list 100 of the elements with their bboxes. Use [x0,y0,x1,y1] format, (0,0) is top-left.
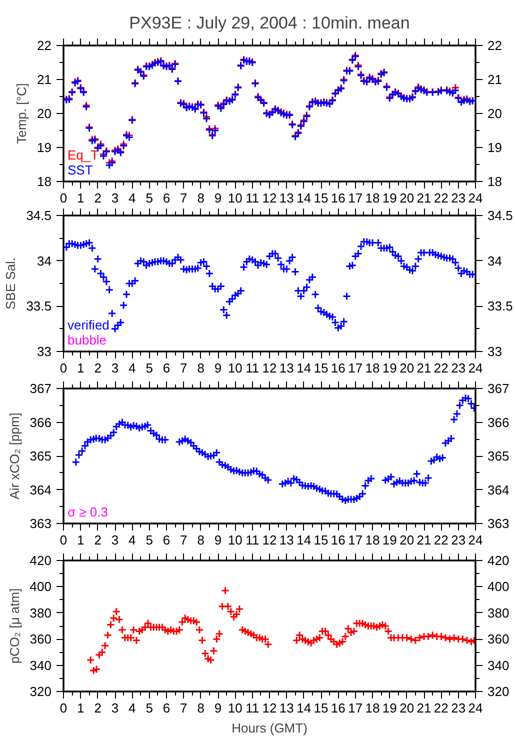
y-tick-label: 18 [37,174,52,189]
x-tick-label: 8 [197,360,204,376]
x-tick-label: 23 [451,532,466,548]
x-tick-label: 17 [348,360,363,376]
x-tick-label: 10 [228,360,242,376]
annotation: σ ≥ 0.3 [68,504,108,520]
y-tick-label: 400 [30,579,52,594]
y2-tick-label: 21 [488,72,502,87]
x-tick-label: 20 [400,700,414,716]
y-axis-title: SBE Sal. [3,257,18,310]
x-tick-label: 13 [279,360,294,376]
y-tick-label: 363 [30,516,52,531]
x-tick-label: 7 [180,700,188,716]
x-tick-label: 11 [246,190,260,206]
x-tick-label: 21 [416,700,432,716]
x-tick-label: 20 [400,532,414,548]
x-tick-label: 3 [111,360,119,376]
y2-tick-label: 360 [488,632,510,647]
x-tick-label: 2 [94,360,102,376]
x-tick-label: 17 [348,700,363,716]
x-tick-label: 16 [330,700,346,716]
x-tick-label: 12 [262,360,277,376]
x-tick-label: 0 [60,700,68,716]
x-tick-label: 2 [94,190,102,206]
y2-tick-label: 320 [488,684,510,699]
x-tick-label: 14 [296,700,312,716]
x-tick-label: 3 [111,532,119,548]
x-tick-label: 4 [128,360,136,376]
x-tick-label: 5 [146,532,153,548]
x-tick-label: 5 [146,700,153,716]
y2-tick-label: 420 [488,553,510,568]
y2-tick-label: 34 [488,253,502,268]
x-tick-label: 5 [146,190,153,206]
x-tick-label: 21 [416,532,432,548]
y2-tick-label: 19 [488,140,502,155]
x-tick-label: 18 [365,190,380,206]
x-tick-label: 19 [382,360,397,376]
x-tick-label: 21 [416,360,432,376]
y2-tick-label: 34.5 [488,208,513,223]
x-tick-label: 16 [330,360,346,376]
x-tick-label: 20 [400,360,414,376]
x-tick-label: 14 [296,360,312,376]
x-tick-label: 3 [111,700,119,716]
y2-tick-label: 20 [488,106,502,121]
x-tick-label: 2 [94,532,102,548]
x-tick-label: 4 [128,190,136,206]
x-tick-label: 23 [451,360,466,376]
x-tick-label: 9 [214,700,222,716]
x-tick-label: 16 [330,190,346,206]
x-tick-label: 7 [180,360,188,376]
x-tick-label: 12 [262,190,277,206]
legend-label: bubble [68,332,107,348]
x-tick-label: 0 [60,190,68,206]
x-tick-label: 23 [451,190,466,206]
x-tick-label: 21 [416,190,432,206]
chart-title: PX93E : July 29, 2004 : 10min. mean [129,14,410,32]
series-label: SST [68,162,93,178]
y2-tick-label: 22 [488,38,502,53]
x-tick-label: 10 [228,190,242,206]
x-tick-label: 6 [162,190,170,206]
x-tick-label: 18 [365,700,380,716]
x-tick-label: 11 [246,360,260,376]
y-tick-label: 33 [37,344,52,359]
y-tick-label: 340 [30,658,52,673]
y-axis-title: Temp. [°C] [14,83,30,144]
x-tick-label: 1 [77,700,84,716]
x-tick-label: 22 [434,532,448,548]
y2-tick-label: 380 [488,605,510,620]
y2-tick-label: 366 [488,414,510,430]
x-tick-label: 4 [128,532,136,548]
x-tick-label: 0 [60,360,68,376]
y2-tick-label: 33 [488,344,502,359]
x-tick-label: 4 [128,700,136,716]
x-tick-label: 15 [314,190,328,206]
x-tick-label: 19 [382,190,397,206]
y2-tick-label: 18 [488,174,502,189]
y-tick-label: 367 [30,381,52,396]
y2-tick-label: 367 [488,381,510,396]
x-tick-label: 12 [262,532,277,548]
y-tick-label: 365 [30,448,52,464]
x-tick-label: 18 [365,360,380,376]
x-tick-label: 14 [296,190,312,206]
x-tick-label: 6 [162,360,170,376]
x-tick-label: 19 [382,532,397,548]
y-tick-label: 420 [30,553,52,568]
y-tick-label: 21 [37,72,52,87]
x-tick-label: 15 [314,700,328,716]
y-tick-label: 22 [37,38,52,53]
x-tick-label: 15 [314,532,328,548]
x-tick-label: 24 [468,700,483,716]
x-tick-label: 9 [214,360,222,376]
x-tick-label: 13 [279,532,294,548]
y2-tick-label: 365 [488,448,510,464]
x-tick-label: 0 [60,532,68,548]
y-tick-label: 19 [37,140,52,155]
x-tick-label: 24 [468,190,483,206]
y-tick-label: 366 [30,414,52,430]
x-tick-label: 17 [348,532,363,548]
y2-tick-label: 364 [488,482,510,498]
series-label: verified [68,318,110,332]
